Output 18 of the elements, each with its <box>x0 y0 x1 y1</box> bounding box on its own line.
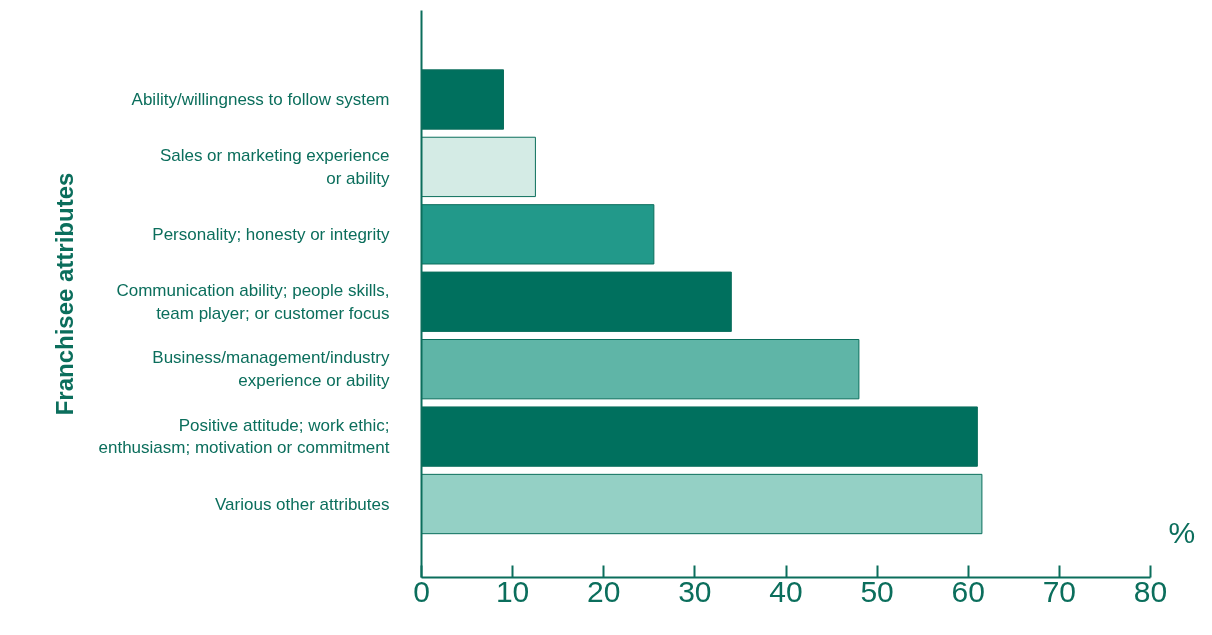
x-axis-title: % <box>1168 516 1196 549</box>
y-tick-label: Various other attributes <box>215 494 390 514</box>
x-tick-label: 70 <box>1042 574 1077 608</box>
y-tick-label: Personality; honesty or integrity <box>152 224 390 244</box>
y-tick-label: Ability/willingness to follow system <box>131 89 390 109</box>
x-tick-label: 40 <box>769 574 803 608</box>
x-tick-label: 0 <box>413 574 430 608</box>
x-tick-label: 80 <box>1133 574 1168 608</box>
y-tick-label: Business/management/industry experience or ability <box>152 348 390 391</box>
y-tick-label: Positive attitude; work ethic; enthusiasm; motivation or commitment <box>98 415 390 458</box>
x-tick-label: 50 <box>860 574 894 608</box>
x-tick-label: 30 <box>678 574 712 608</box>
x-tick-label: 20 <box>587 574 621 608</box>
x-tick-label: 10 <box>495 574 530 608</box>
x-tick-label: 60 <box>951 574 985 608</box>
y-tick-label: Sales or marketing experience or ability <box>159 146 390 188</box>
y-tick-label: Communication ability; people skills, team player; or customer focus <box>116 280 390 323</box>
y-axis-title: Franchisee attributes <box>50 172 78 416</box>
